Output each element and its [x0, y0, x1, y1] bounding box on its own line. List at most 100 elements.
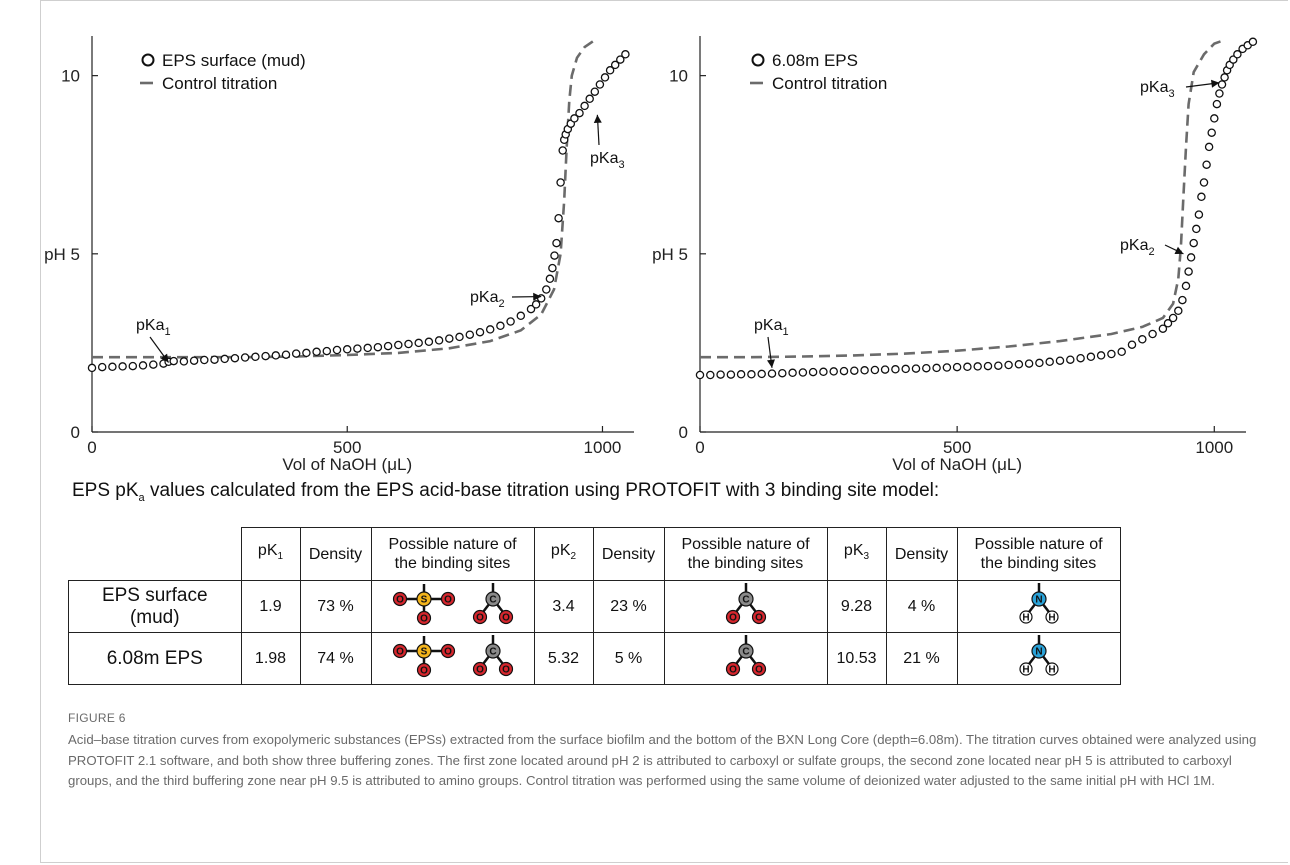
oxygen-atom-label: O — [420, 614, 428, 625]
data-point — [1168, 313, 1178, 323]
header-density-3: Density — [885, 527, 958, 581]
oxygen-atom — [472, 661, 487, 677]
data-point — [261, 351, 270, 361]
oxygen-atom-label: O — [755, 665, 763, 676]
data-point — [108, 362, 117, 372]
data-point — [251, 352, 260, 362]
data-point — [600, 73, 610, 82]
cell-density-2: 5 % — [592, 632, 665, 685]
cell-density-1: 73 % — [299, 580, 372, 633]
header-density-2: Density — [592, 527, 665, 581]
table-header-row: pK1 Density Possible nature of the bindi… — [68, 527, 1121, 581]
figure-label: FIGURE 6 — [68, 711, 126, 725]
pka-annotation: pKa2 — [470, 289, 505, 310]
carbon-atom-label: C — [489, 647, 496, 658]
carboxyl-molecule-drawing: CO O — [725, 583, 766, 625]
oxygen-atom-label: O — [444, 647, 452, 658]
data-point — [552, 238, 561, 248]
data-point — [271, 351, 281, 360]
oxygen-atom-label: O — [502, 665, 510, 676]
x-axis-label: Vol of NaOH (μL) — [282, 455, 412, 474]
data-point — [901, 364, 910, 374]
amino-molecule-drawing: NH H — [1018, 583, 1059, 624]
x-tick-label: 1000 — [584, 438, 622, 457]
hydrogen-atom-label: H — [1022, 665, 1029, 676]
data-point — [880, 365, 890, 374]
data-point — [531, 300, 541, 309]
cell-density-3: 21 % — [885, 632, 958, 685]
data-point — [373, 342, 383, 352]
data-point — [1199, 178, 1209, 187]
oxygen-atom — [725, 609, 740, 625]
legend-marker-circle — [141, 53, 155, 67]
y-tick-label: 10 — [61, 67, 80, 86]
chart-eps-608m: 0 500 1000 0 pH 5 10 Vol of NaOH (μL) 6.08m EPS… — [652, 36, 1258, 474]
x-tick-label: 1000 — [1195, 438, 1233, 457]
data-point — [353, 344, 362, 353]
sulfur-atom — [415, 591, 432, 607]
sulfate-molecule-drawing: SO OO — [392, 584, 455, 626]
carbon-atom — [737, 591, 754, 607]
x-tick-label: 500 — [943, 438, 971, 457]
carboxyl-molecule-drawing: CO O — [725, 635, 766, 677]
data-point — [200, 355, 209, 365]
data-point — [870, 365, 880, 375]
figure-caption: Acid–base titration curves from exopolym… — [68, 732, 1257, 788]
oxygen-atom — [392, 643, 407, 659]
pka-annotation: pKa3 — [590, 150, 625, 171]
oxygen-atom — [440, 643, 455, 659]
legend-label-control: Control titration — [162, 74, 277, 93]
data-point — [1207, 128, 1216, 137]
pka-annotation: pKa1 — [754, 317, 789, 338]
data-point — [757, 369, 766, 379]
oxygen-atom-label: O — [420, 666, 428, 677]
carbon-atom-label: C — [742, 647, 749, 658]
data-point — [404, 339, 413, 349]
sulfur-atom — [415, 643, 432, 659]
data-point — [445, 334, 454, 343]
oxygen-atom-label: O — [729, 613, 737, 624]
data-point — [1220, 73, 1229, 82]
data-point — [590, 87, 600, 96]
data-point — [767, 369, 777, 378]
oxygen-atom — [498, 609, 513, 625]
pka-arrowhead — [593, 114, 602, 124]
data-point — [1076, 353, 1085, 363]
data-point — [1184, 267, 1193, 276]
nitrogen-atom-label: N — [1035, 647, 1042, 658]
carbon-atom — [484, 643, 501, 659]
cell-pk2: 3.4 — [533, 580, 594, 633]
hydrogen-atom-label: H — [1022, 613, 1029, 624]
data-point — [621, 50, 630, 59]
nitrogen-atom — [1030, 591, 1047, 607]
data-point — [434, 336, 444, 345]
header-nature-3: Possible nature of the binding sites — [956, 527, 1121, 581]
data-point — [240, 353, 250, 362]
table-corner — [68, 527, 242, 581]
data-point — [189, 356, 199, 365]
data-point — [736, 370, 746, 379]
data-point — [1202, 160, 1211, 169]
data-point — [485, 325, 495, 334]
data-point — [1174, 306, 1183, 316]
data-point — [220, 354, 229, 364]
oxygen-atom-label: O — [396, 647, 404, 658]
data-point — [149, 360, 158, 369]
data-point — [1148, 329, 1157, 339]
pka-annotation: pKa3 — [1140, 79, 1175, 100]
y-tick-label: 0 — [71, 423, 80, 442]
data-point — [839, 366, 849, 376]
header-nature-1: Possible nature of the binding sites — [370, 527, 535, 581]
data-point — [1178, 295, 1187, 305]
sulfur-atom-label: S — [420, 595, 427, 606]
header-pk1: pK1 — [240, 527, 301, 581]
